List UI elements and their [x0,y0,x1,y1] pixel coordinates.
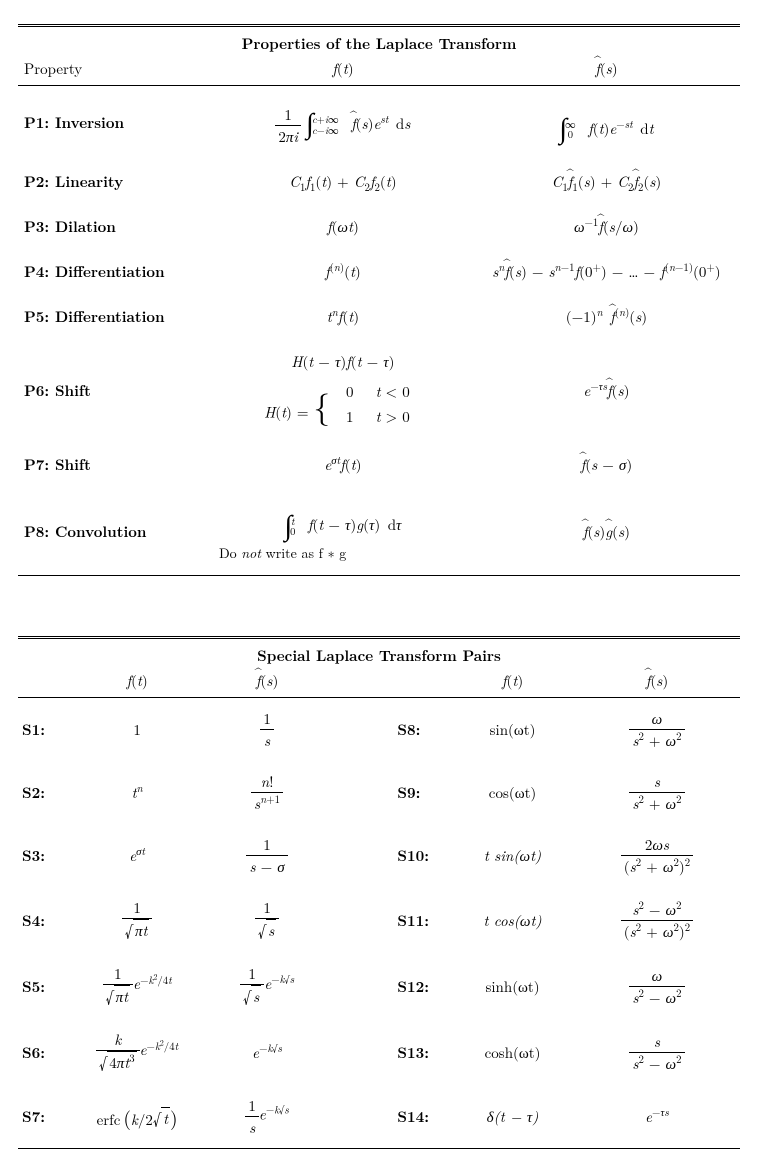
col-fhats: f(s) [473,56,740,86]
p6-fs: e−τsf(s) [473,339,740,442]
s5-label: S5: [18,953,76,1019]
p8-note: Do not write as f ∗ g [219,543,467,563]
p8-fs: f(s)g(s) [473,487,740,576]
p5-ft: tnf(t) [213,294,473,339]
pairs-title: Special Laplace Transform Pairs [18,638,740,669]
s13-label: S13: [393,1019,451,1085]
s13-ft: cosh(ωt) [451,1019,574,1085]
p7-label: P7: Shift [18,442,213,487]
p2-fs: C1f1(s) + C2f2(s) [473,159,740,204]
s2-fs: n!sn+1 [198,761,335,824]
p5-fs: (−1)n f(n)(s) [473,294,740,339]
p4-label: P4: Differentiation [18,249,213,294]
s11-ft: t cos(ωt) [451,887,574,953]
s2-ft: tn [76,761,199,824]
s11-fs: s2 − ω2(s2 + ω2)2 [574,887,740,953]
s8-fs: ωs2 + ω2 [574,698,740,762]
p6-ft: H(t − τ)f(t − τ) H(t) = { 0t < 0 1t > 0 [213,339,473,442]
s8-label: S8: [393,698,451,762]
col2-ft-r: f(t) [451,668,574,698]
p8-ft: ∫t0 f(t − τ)g(τ) dτ Do not write as f ∗ … [213,487,473,576]
p2-label: P2: Linearity [18,159,213,204]
s8-ft: sin(ωt) [451,698,574,762]
col2-fs-r: f(s) [574,668,740,698]
s10-ft: t sin(ωt) [451,824,574,887]
s7-ft: erfc (k/2√t) [76,1085,199,1149]
p2-ft: C1f1(t) + C2f2(t) [213,159,473,204]
pairs-table: Special Laplace Transform Pairs f(t) f(s… [18,636,740,1149]
col2-fs-l: f(s) [198,668,335,698]
s7-fs: 1se−k√s [198,1085,335,1149]
s12-label: S12: [393,953,451,1019]
p7-ft: eσtf(t) [213,442,473,487]
properties-title: Properties of the Laplace Transform [18,26,740,57]
p6-label: P6: Shift [18,339,213,442]
s4-fs: 1√s [198,887,335,953]
s14-ft: δ(t − τ) [451,1085,574,1149]
p4-fs: snf(s) − sn−1f(0+) − … − f(n−1)(0+) [473,249,740,294]
s3-ft: eσt [76,824,199,887]
s12-ft: sinh(ωt) [451,953,574,1019]
s5-fs: 1√se−k√s [198,953,335,1019]
s3-label: S3: [18,824,76,887]
s13-fs: ss2 − ω2 [574,1019,740,1085]
s9-fs: ss2 + ω2 [574,761,740,824]
p1-label: P1: Inversion [18,86,213,160]
p4-ft: f(n)(t) [213,249,473,294]
s2-label: S2: [18,761,76,824]
s9-ft: cos(ωt) [451,761,574,824]
s4-label: S4: [18,887,76,953]
s6-label: S6: [18,1019,76,1085]
s14-fs: e−τs [574,1085,740,1149]
s3-fs: 1s − σ [198,824,335,887]
col-property: Property [18,56,213,86]
s6-fs: e−k√s [198,1019,335,1085]
s9-label: S9: [393,761,451,824]
s10-fs: 2ωs(s2 + ω2)2 [574,824,740,887]
p3-ft: f(ωt) [213,204,473,249]
p3-fs: ω−1f(s/ω) [473,204,740,249]
p5-label: P5: Differentiation [18,294,213,339]
s6-ft: k√4πt3e−k2/4t [76,1019,199,1085]
s1-label: S1: [18,698,76,762]
properties-table: Properties of the Laplace Transform Prop… [18,24,740,576]
s12-fs: ωs2 − ω2 [574,953,740,1019]
p1-ft: 12πi ∫c+i∞c−i∞ f(s)est ds [213,86,473,160]
s11-label: S11: [393,887,451,953]
p3-label: P3: Dilation [18,204,213,249]
s10-label: S10: [393,824,451,887]
s14-label: S14: [393,1085,451,1149]
col2-ft-l: f(t) [76,668,199,698]
s4-ft: 1√πt [76,887,199,953]
s7-label: S7: [18,1085,76,1149]
p8-label: P8: Convolution [18,487,213,576]
p1-fs: ∫∞0 f(t)e−st dt [473,86,740,160]
s1-fs: 1s [198,698,335,762]
s1-ft: 1 [76,698,199,762]
p7-fs: f(s − σ) [473,442,740,487]
col-ft: f(t) [213,56,473,86]
s5-ft: 1√πte−k2/4t [76,953,199,1019]
